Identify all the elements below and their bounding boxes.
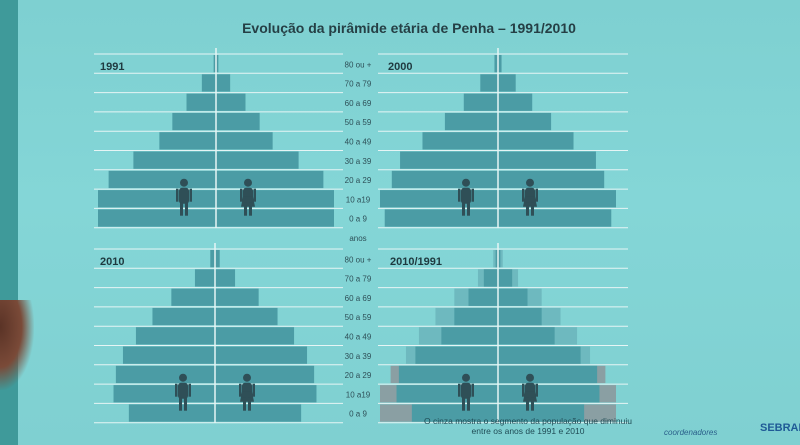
age-label: 60 a 69 [345,294,372,303]
person-figure-male-1 [458,178,474,216]
person-figure-male-0 [176,178,192,216]
person-figure-female-0 [240,178,256,216]
age-label: 80 ou + [345,255,372,264]
age-label: 20 a 29 [345,371,372,380]
age-label: 70 a 79 [345,275,372,284]
age-label: 0 a 9 [349,215,367,224]
age-label: 30 a 39 [345,157,372,166]
age-label: 10 a19 [346,390,371,399]
panel-label: 1991 [100,61,124,73]
age-label: 80 ou + [345,60,372,69]
age-label: 0 a 9 [349,410,367,419]
person-figure-female-2 [239,373,255,411]
age-label: 30 a 39 [345,352,372,361]
age-label: 10 a19 [346,195,371,204]
age-label: 60 a 69 [345,99,372,108]
projector-screen: Evolução da pirâmide etária de Penha – 1… [18,0,800,445]
pyramid-charts: 1991 2000 2010 2010/1991 0 a 9 10 a19 20 a 29 3… [94,48,628,424]
person-figure-female-3 [522,373,538,411]
footnote: O cinza mostra o segmento da população q… [424,416,632,436]
person-figure-male-3 [458,373,474,411]
age-label: 70 a 79 [345,80,372,89]
panel-label: 2000 [388,61,412,73]
axis-unit-label: anos [349,234,366,243]
age-label: 50 a 59 [345,313,372,322]
age-label: 50 a 59 [345,118,372,127]
panel-label: 2010/1991 [390,256,442,268]
logo-text-2: SEBRAE [760,422,800,434]
logo-text: coordenadores [664,428,718,437]
age-label: 40 a 49 [345,138,372,147]
person-figure-female-1 [522,178,538,216]
panel-label: 2010 [100,256,124,268]
age-label: 40 a 49 [345,333,372,342]
chart-title: Evolução da pirâmide etária de Penha – 1… [242,20,576,36]
age-label: 20 a 29 [345,176,372,185]
presenter-hand [0,300,34,390]
person-figure-male-2 [175,373,191,411]
